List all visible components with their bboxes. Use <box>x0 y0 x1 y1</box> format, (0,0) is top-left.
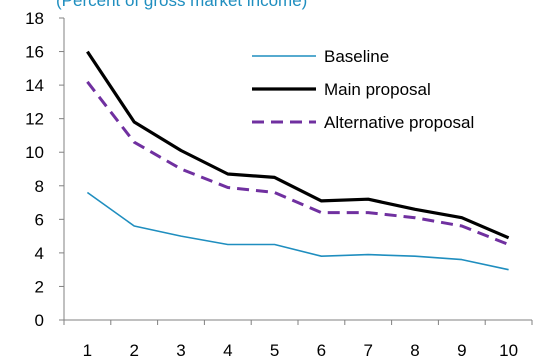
y-tick-label: 12 <box>25 110 44 129</box>
x-tick-label: 8 <box>410 341 419 360</box>
x-tick-label: 4 <box>223 341 232 360</box>
x-tick-label: 3 <box>176 341 185 360</box>
x-tick-label: 2 <box>129 341 138 360</box>
y-tick-label: 4 <box>35 244 44 263</box>
series-line-1 <box>86 191 509 271</box>
x-tick-label: 1 <box>83 341 92 360</box>
y-tick-label: 16 <box>25 43 44 62</box>
series-line-3 <box>86 80 510 246</box>
legend: Baseline Main proposal Alternative proposa… <box>252 47 474 132</box>
x-tick-label: 6 <box>317 341 326 360</box>
y-tick-label: 6 <box>35 210 44 229</box>
x-tick-label: 7 <box>363 341 372 360</box>
series-line-2 <box>86 50 510 240</box>
y-tick-label: 8 <box>35 177 44 196</box>
legend-label-2: Main proposal <box>324 80 431 99</box>
legend-label-1: Baseline <box>324 47 389 66</box>
y-tick-label: 18 <box>25 9 44 28</box>
y-tick-label: 14 <box>25 76 44 95</box>
chart-subtitle: (Percent of gross market income) <box>56 0 307 10</box>
x-tick-label: 5 <box>270 341 279 360</box>
y-tick-label: 2 <box>35 277 44 296</box>
legend-label-3: Alternative proposal <box>324 113 474 132</box>
x-tick-label: 9 <box>457 341 466 360</box>
x-tick-label: 10 <box>499 341 518 360</box>
y-tick-label: 10 <box>25 143 44 162</box>
series-layer <box>86 50 510 271</box>
y-tick-label: 0 <box>35 311 44 330</box>
